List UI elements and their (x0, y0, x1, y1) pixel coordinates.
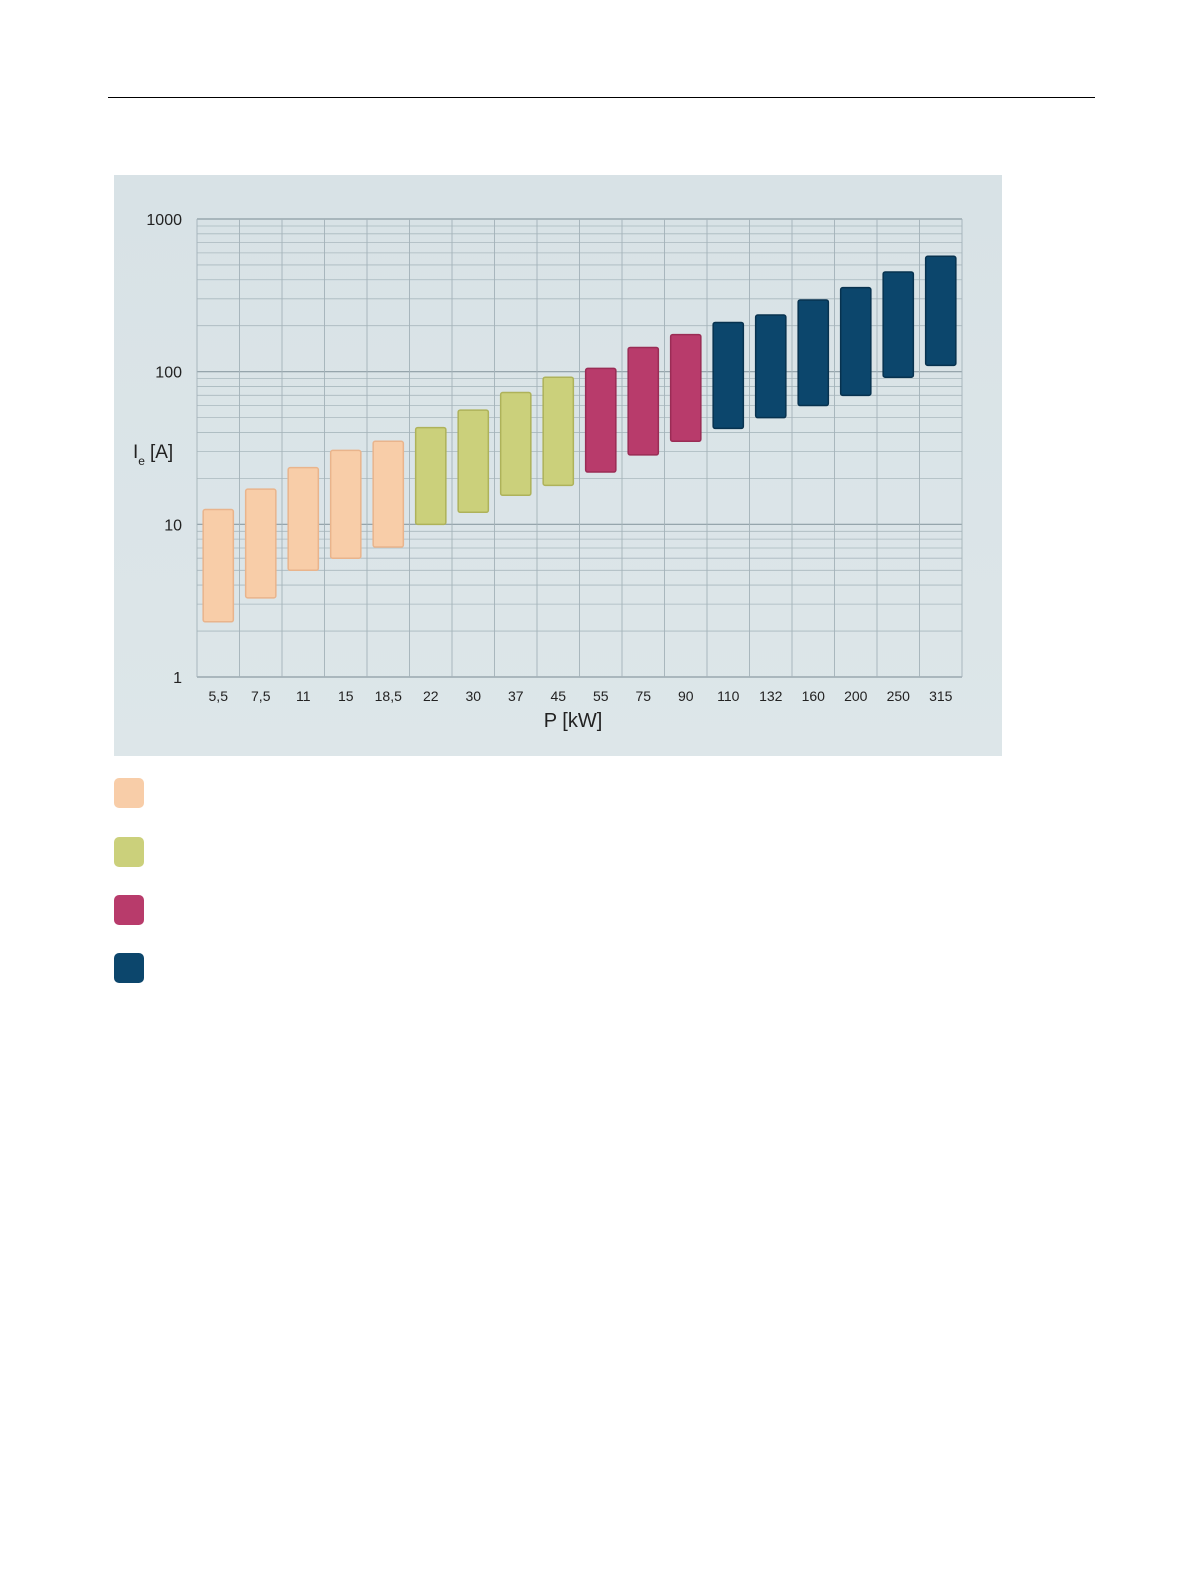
y-tick-label: 1000 (146, 212, 182, 229)
bar-series (202, 255, 957, 623)
y-axis-label-unit: [A] (150, 442, 173, 463)
legend-swatch (114, 837, 144, 867)
y-tick-label: 100 (155, 365, 182, 382)
range-bar (882, 271, 915, 378)
chart-panel: 1 10 100 1000 5,5 7,5 11 15 18,5 22 30 37 45 55 75 90 1… (114, 175, 1002, 756)
range-bar (414, 426, 447, 526)
x-tick-label: 200 (844, 688, 868, 704)
x-tick-label: 45 (550, 688, 566, 704)
range-bar (754, 314, 787, 419)
x-tick-label: 7,5 (251, 688, 271, 704)
page-top-rule (108, 97, 1095, 98)
x-tick-label: 250 (887, 688, 911, 704)
x-axis-label: P [kW] (544, 710, 603, 732)
y-tick-label: 1 (173, 670, 182, 687)
legend-swatch (114, 895, 144, 925)
grid-lines (196, 218, 963, 678)
x-tick-label: 160 (802, 688, 826, 704)
range-bar (712, 321, 745, 430)
range-bar (584, 367, 617, 473)
range-bar (839, 286, 872, 397)
x-tick-label: 315 (929, 688, 953, 704)
range-bar (202, 508, 235, 623)
legend-swatch (114, 953, 144, 983)
range-bar (797, 299, 830, 407)
x-tick-label: 90 (678, 688, 694, 704)
y-tick-labels: 1 10 100 1000 (146, 212, 182, 687)
x-tick-label: 5,5 (209, 688, 229, 704)
x-tick-label: 30 (465, 688, 481, 704)
x-tick-label: 110 (717, 688, 740, 704)
range-bar (924, 255, 957, 367)
range-bar (244, 488, 277, 599)
x-tick-label: 22 (423, 688, 439, 704)
range-bar (542, 376, 575, 487)
range-bar (627, 346, 660, 456)
range-bar (329, 449, 362, 559)
x-tick-label: 18,5 (375, 688, 402, 704)
y-tick-label: 10 (164, 517, 182, 534)
x-tick-label: 132 (759, 688, 783, 704)
legend-swatch (114, 778, 144, 808)
range-bar (287, 466, 320, 572)
range-bar (457, 409, 490, 513)
x-tick-label: 55 (593, 688, 609, 704)
y-axis-label-subscript: e (138, 454, 145, 468)
range-bar (669, 333, 702, 443)
x-tick-label: 15 (338, 688, 354, 704)
range-bar (372, 440, 405, 548)
y-axis-label: Ie [A] (133, 442, 173, 468)
x-tick-label: 11 (296, 688, 311, 704)
range-bar (499, 391, 532, 497)
x-tick-label: 37 (508, 688, 524, 704)
x-tick-labels: 5,5 7,5 11 15 18,5 22 30 37 45 55 75 90 110 132 160 200… (209, 688, 953, 704)
y-axis-label-main: I (133, 442, 138, 463)
x-tick-label: 75 (635, 688, 651, 704)
